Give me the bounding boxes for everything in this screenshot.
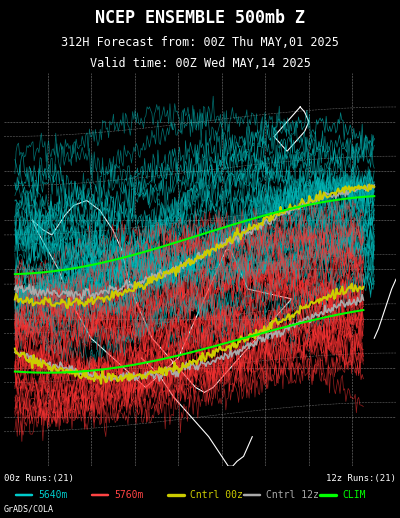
Text: Valid time: 00Z Wed MAY,14 2025: Valid time: 00Z Wed MAY,14 2025 <box>90 57 310 70</box>
Text: 12z Runs:(21): 12z Runs:(21) <box>326 474 396 483</box>
Text: 00z Runs:(21): 00z Runs:(21) <box>4 474 74 483</box>
Text: 5640m: 5640m <box>38 490 67 500</box>
Text: CLIM: CLIM <box>342 490 366 500</box>
Text: NCEP ENSEMBLE 500mb Z: NCEP ENSEMBLE 500mb Z <box>95 9 305 27</box>
Text: GrADS/COLA: GrADS/COLA <box>4 505 54 514</box>
Text: Cntrl 12z: Cntrl 12z <box>266 490 319 500</box>
Text: Cntrl 00z: Cntrl 00z <box>190 490 243 500</box>
Text: 312H Forecast from: 00Z Thu MAY,01 2025: 312H Forecast from: 00Z Thu MAY,01 2025 <box>61 36 339 49</box>
Text: 5760m: 5760m <box>114 490 143 500</box>
